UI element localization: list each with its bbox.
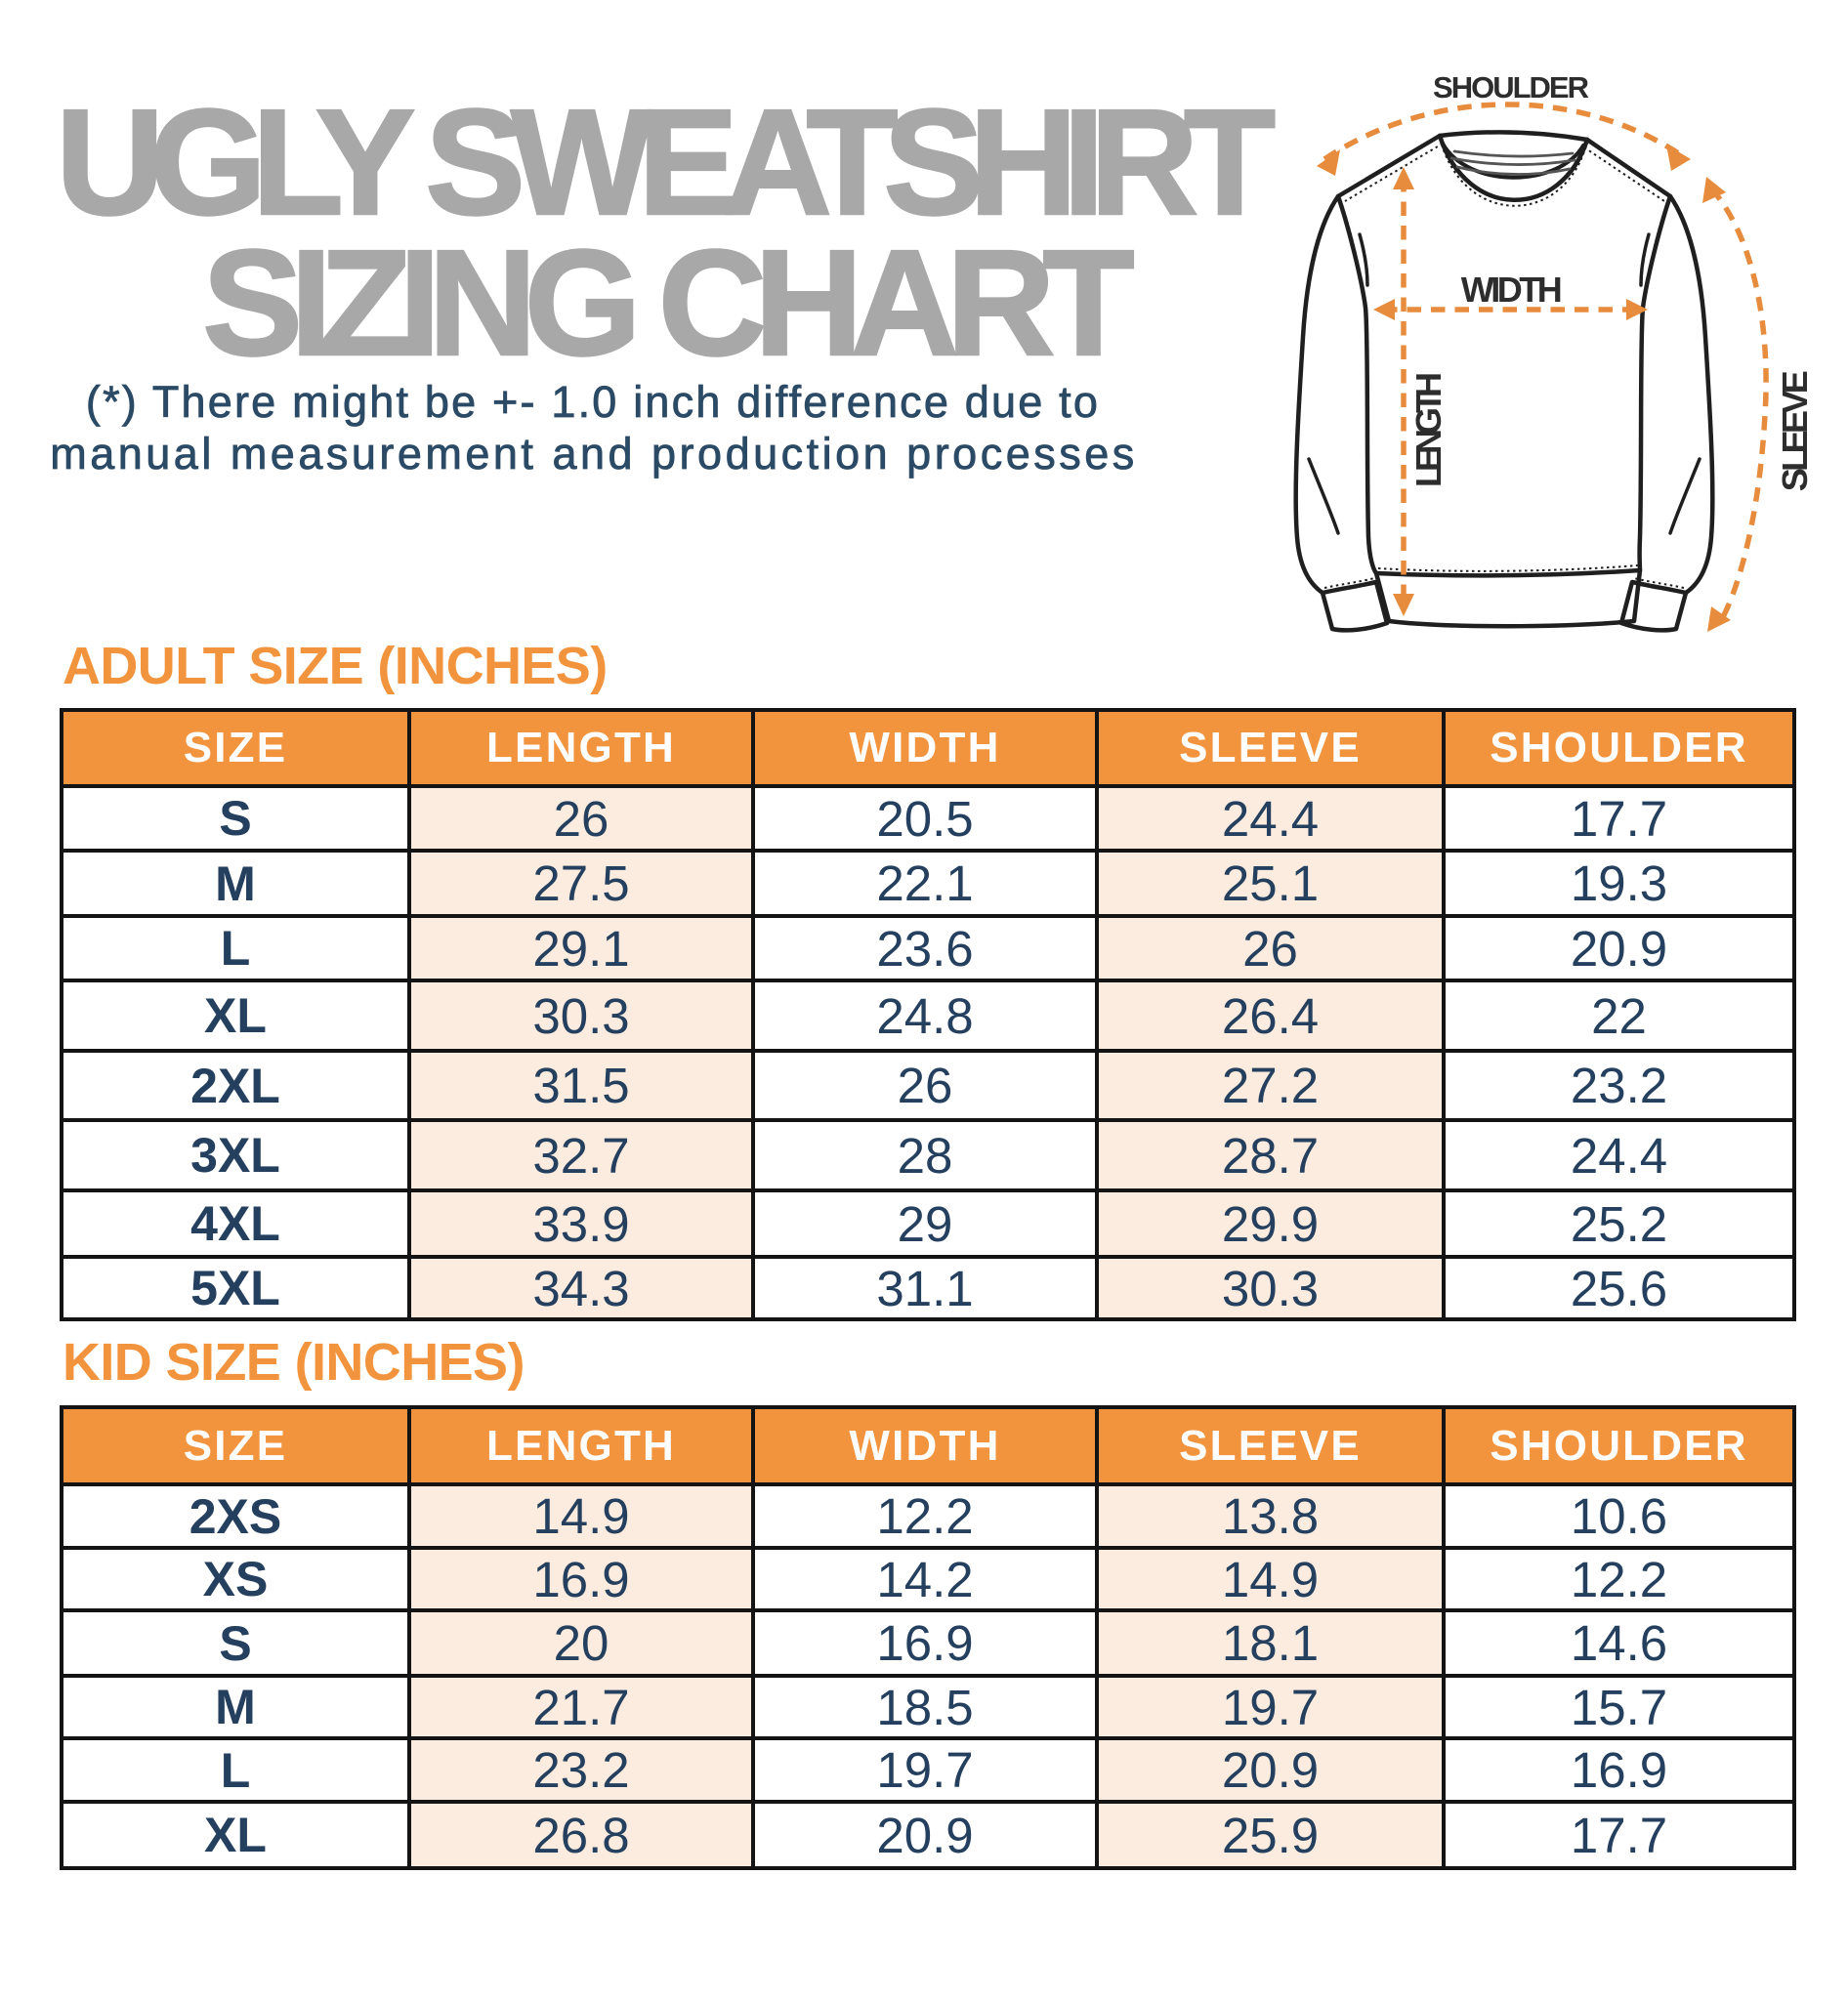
svg-text:WIDTH: WIDTH (1461, 270, 1561, 310)
svg-text:LENGTH: LENGTH (1408, 374, 1449, 487)
svg-text:SHOULDER: SHOULDER (1433, 70, 1589, 104)
svg-text:SLEEVE: SLEEVE (1775, 371, 1815, 491)
